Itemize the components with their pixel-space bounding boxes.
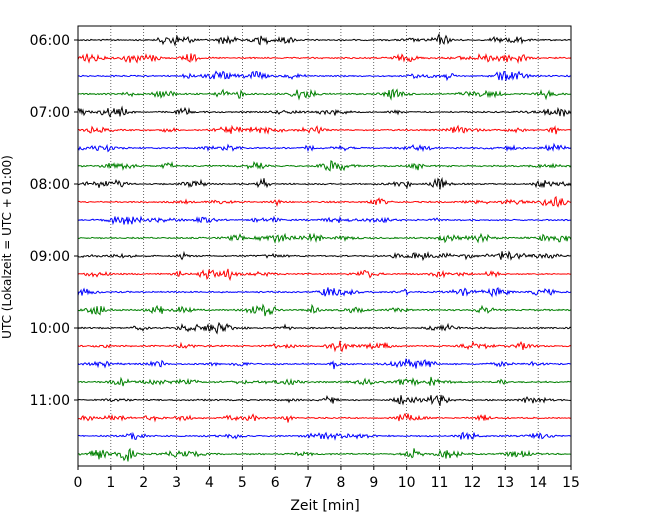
y-axis-label: UTC (Lokalzeit = UTC + 01:00) — [0, 155, 14, 339]
trace-1015 — [77, 340, 572, 353]
trace-1130 — [77, 431, 572, 441]
trace-1000 — [77, 321, 572, 335]
trace-0815 — [77, 195, 572, 208]
trace-0745 — [77, 160, 572, 172]
trace-0600 — [77, 32, 572, 47]
x-tick-label: 8 — [336, 475, 345, 491]
trace-0800 — [77, 176, 572, 190]
y-tick-label: 07:00 — [30, 105, 70, 121]
trace-1045 — [77, 376, 572, 387]
x-tick-label: 7 — [304, 475, 313, 491]
y-tick-label: 11:00 — [30, 393, 70, 409]
x-tick-label: 10 — [398, 475, 416, 491]
trace-0900 — [77, 250, 572, 262]
trace-1030 — [77, 358, 572, 370]
y-axis-ticks: 06:00 07:00 08:00 09:00 10:00 11:00 — [30, 33, 78, 409]
x-tick-label: 0 — [74, 475, 83, 491]
x-tick-label: 4 — [205, 475, 214, 491]
y-tick-label: 09:00 — [30, 249, 70, 265]
x-tick-label: 15 — [562, 475, 580, 491]
trace-0700 — [77, 105, 572, 118]
x-tick-label: 2 — [139, 475, 148, 491]
trace-0930 — [77, 287, 572, 298]
x-tick-label: 5 — [238, 475, 247, 491]
x-tick-label: 6 — [271, 475, 280, 491]
trace-0945 — [77, 303, 572, 317]
trace-0715 — [77, 124, 572, 135]
x-axis-ticks: 0 1 2 3 4 5 6 7 8 9 10 11 12 13 14 15 — [74, 466, 580, 491]
trace-0615 — [77, 52, 572, 65]
trace-0830 — [77, 215, 572, 226]
trace-1115 — [77, 412, 572, 423]
x-tick-label: 13 — [496, 475, 514, 491]
trace-0845 — [77, 232, 572, 244]
plot-frame — [77, 25, 572, 467]
x-tick-label: 1 — [106, 475, 115, 491]
x-tick-label: 9 — [369, 475, 378, 491]
x-tick-label: 14 — [529, 475, 547, 491]
x-tick-label: 3 — [172, 475, 181, 491]
trace-0630 — [77, 70, 572, 82]
trace-0915 — [77, 268, 572, 282]
y-tick-label: 06:00 — [30, 33, 70, 49]
x-tick-label: 11 — [431, 475, 449, 491]
trace-0730 — [77, 142, 572, 153]
grid-lines — [110, 26, 539, 466]
x-axis-label: Zeit [min] — [290, 498, 359, 514]
trace-1145 — [77, 447, 572, 462]
y-tick-label: 10:00 — [30, 321, 70, 337]
trace-1100 — [77, 394, 572, 406]
seismogram-traces — [77, 32, 572, 462]
trace-0645 — [77, 88, 572, 101]
y-tick-label: 08:00 — [30, 177, 70, 193]
x-tick-label: 12 — [463, 475, 481, 491]
